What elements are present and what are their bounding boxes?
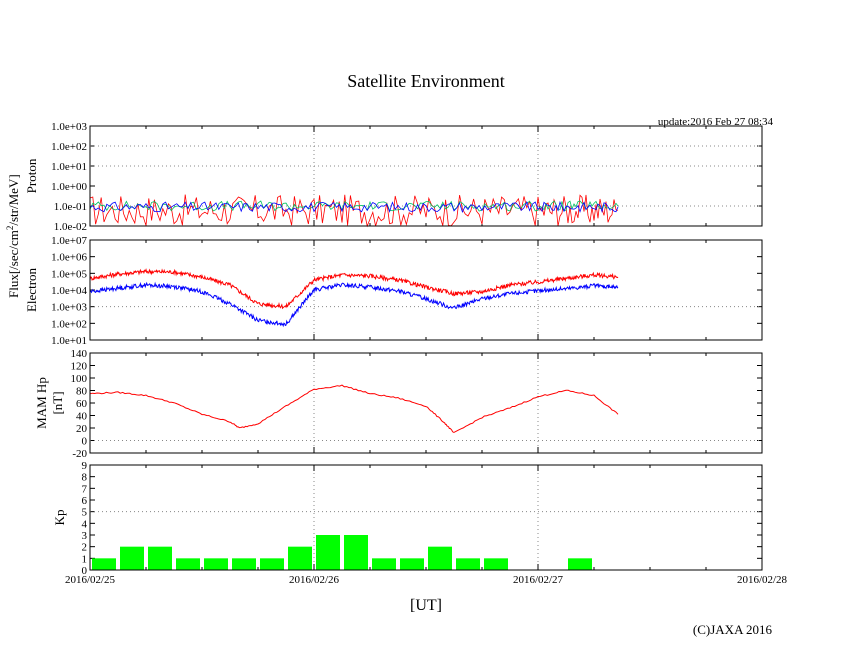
series-line-red [89,268,619,310]
kp-bar [92,558,116,570]
kp-bar [260,558,284,570]
panel-frame [89,464,763,571]
y-tick-label: 1.0e+00 [51,181,87,193]
y-tick-label: 1.0e+02 [51,318,87,330]
kp-bar [288,546,312,570]
kp-bar [344,535,368,570]
y-tick-label: 0 [82,565,88,577]
kp-bar [176,558,200,570]
panel-frame [89,125,763,227]
y-tick-label: 3 [82,530,88,542]
y-tick-label: 1.0e+04 [51,285,87,297]
kp-bar [456,558,480,570]
panel-proton: 1.0e-02 1.0e-01 1.0e+00 1.0e+01 1.0e+02 1.0e+… [24,121,763,233]
y-tick-label: 8 [82,472,88,484]
y-tick-label: -20 [72,448,87,460]
y-tick-label: 2 [82,542,88,554]
y-tick-label: 1.0e+03 [51,121,87,133]
x-tick-label: 2016/02/26 [289,574,340,586]
y-tick-label: 140 [71,348,88,360]
y-tick-label: 20 [76,423,88,435]
x-tick-label: 2016/02/25 [65,574,116,586]
panel-electron: 1.0e+01 1.0e+02 1.0e+03 1.0e+04 1.0e+05 1.0e+… [24,235,763,347]
series-line-green [89,200,619,212]
kp-bar [316,535,340,570]
kp-bar [204,558,228,570]
y-axis-label: Kp [52,510,67,526]
y-tick-label: 7 [82,483,88,495]
kp-bar [568,558,592,570]
panel-frame [89,239,763,341]
series-line-red [89,194,619,228]
y-axis-label: MAM Hp [34,377,49,429]
x-tick-label: 2016/02/27 [513,574,564,586]
flux-label-part1: Flux[/sec/cm [6,230,21,298]
series-line-blue [89,200,619,213]
y-tick-label: 1.0e+06 [51,252,87,264]
chart-title: Satellite Environment [347,71,504,91]
kp-bar [400,558,424,570]
y-tick-label: 80 [76,386,88,398]
y-tick-label: 60 [76,398,88,410]
x-tick-label: 2016/02/28 [737,574,788,586]
flux-axis-label: Flux[/sec/cm2/str/MeV] [5,174,21,298]
kp-bar [120,546,144,570]
y-tick-label: 1.0e-01 [54,201,87,213]
y-tick-label: 6 [82,495,88,507]
y-tick-label: 4 [82,518,88,530]
kp-bar [372,558,396,570]
kp-bar [148,546,172,570]
series-line-red [89,384,619,433]
y-tick-label: 9 [82,460,88,472]
flux-label-sup: 2 [5,226,15,231]
y-tick-label: 1.0e-02 [54,221,87,233]
y-tick-label: 5 [82,507,88,519]
panel-frame [89,352,763,454]
y-tick-label: 1.0e+01 [51,161,87,173]
copyright: (C)JAXA 2016 [693,622,773,637]
kp-bar [232,558,256,570]
y-tick-label: 1.0e+05 [51,268,87,280]
series-line-blue [89,281,619,328]
y-tick-label: 1.0e+07 [51,235,87,247]
y-tick-label: 40 [76,411,88,423]
kp-bar [484,558,508,570]
y-tick-label: 100 [71,373,88,385]
panels-group: 1.0e-021.0e-011.0e+001.0e+011.0e+021.0e+… [24,121,788,586]
x-axis-label: [UT] [410,597,442,614]
y-axis-label: Electron [24,267,39,312]
update-timestamp: update:2016 Feb 27 08:34 [658,116,774,128]
y-tick-label: 1 [82,553,88,565]
y-tick-label: 120 [71,361,88,373]
y-axis-label: Proton [24,158,39,193]
kp-bar [428,546,452,570]
y-tick-label: 1.0e+01 [51,335,87,347]
flux-label-part2: /str/MeV] [6,174,21,225]
y-tick-label: 0 [82,436,88,448]
y-tick-label: 1.0e+02 [51,141,87,153]
y-axis-label-unit: [nT] [50,391,65,414]
y-tick-label: 1.0e+03 [51,302,87,314]
